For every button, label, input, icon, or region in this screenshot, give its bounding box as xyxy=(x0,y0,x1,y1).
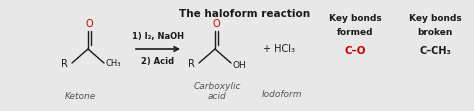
Text: The haloform reaction: The haloform reaction xyxy=(180,9,310,19)
Text: O: O xyxy=(85,19,93,29)
Text: Ketone: Ketone xyxy=(64,92,96,101)
Text: Iodoform: Iodoform xyxy=(262,90,302,99)
Text: OH: OH xyxy=(233,60,247,69)
Text: broken: broken xyxy=(417,28,453,37)
Text: 2) Acid: 2) Acid xyxy=(141,57,174,66)
Text: formed: formed xyxy=(337,28,373,37)
Text: Key bonds: Key bonds xyxy=(328,14,382,23)
Text: R: R xyxy=(61,59,68,69)
Text: Carboxylic
acid: Carboxylic acid xyxy=(193,82,241,101)
Text: + HCl₃: + HCl₃ xyxy=(263,44,295,54)
Text: C–CH₃: C–CH₃ xyxy=(419,46,451,56)
Text: CH₃: CH₃ xyxy=(106,59,121,68)
Text: 1) I₂, NaOH: 1) I₂, NaOH xyxy=(132,32,184,41)
Text: Key bonds: Key bonds xyxy=(409,14,461,23)
Text: C–O: C–O xyxy=(344,46,366,56)
Text: O: O xyxy=(212,19,220,29)
Text: R: R xyxy=(188,59,195,69)
